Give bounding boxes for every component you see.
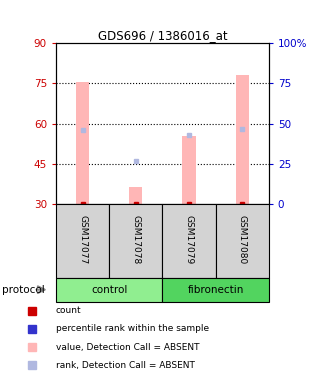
Bar bbox=[236, 75, 249, 204]
Text: GSM17078: GSM17078 bbox=[131, 215, 140, 264]
Text: GSM17080: GSM17080 bbox=[238, 215, 247, 264]
Bar bbox=[216, 204, 269, 278]
Text: rank, Detection Call = ABSENT: rank, Detection Call = ABSENT bbox=[56, 361, 195, 370]
Bar bbox=[129, 187, 142, 204]
Text: GSM17079: GSM17079 bbox=[185, 215, 194, 264]
Bar bbox=[163, 204, 216, 278]
Text: protocol: protocol bbox=[2, 285, 44, 295]
Bar bbox=[163, 278, 269, 302]
Bar bbox=[182, 136, 196, 204]
Bar bbox=[109, 204, 162, 278]
Text: control: control bbox=[91, 285, 127, 295]
Text: percentile rank within the sample: percentile rank within the sample bbox=[56, 324, 209, 333]
Text: GSM17077: GSM17077 bbox=[78, 215, 87, 264]
Title: GDS696 / 1386016_at: GDS696 / 1386016_at bbox=[98, 29, 227, 42]
Text: fibronectin: fibronectin bbox=[188, 285, 244, 295]
Bar bbox=[76, 82, 89, 204]
Bar bbox=[56, 278, 163, 302]
Text: count: count bbox=[56, 306, 82, 315]
Text: value, Detection Call = ABSENT: value, Detection Call = ABSENT bbox=[56, 343, 199, 352]
Bar bbox=[56, 204, 109, 278]
